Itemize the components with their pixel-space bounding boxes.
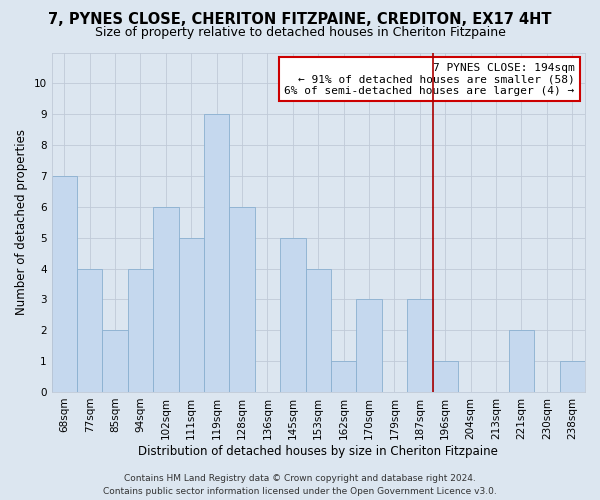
Bar — [331, 361, 356, 392]
Bar — [52, 176, 77, 392]
X-axis label: Distribution of detached houses by size in Cheriton Fitzpaine: Distribution of detached houses by size … — [139, 444, 498, 458]
Bar — [305, 268, 331, 392]
Y-axis label: Number of detached properties: Number of detached properties — [15, 129, 28, 315]
Text: Contains HM Land Registry data © Crown copyright and database right 2024.
Contai: Contains HM Land Registry data © Crown c… — [103, 474, 497, 496]
Bar — [103, 330, 128, 392]
Bar — [433, 361, 458, 392]
Bar — [560, 361, 585, 392]
Bar — [407, 300, 433, 392]
Text: 7 PYNES CLOSE: 194sqm
← 91% of detached houses are smaller (58)
6% of semi-detac: 7 PYNES CLOSE: 194sqm ← 91% of detached … — [284, 62, 574, 96]
Bar — [280, 238, 305, 392]
Bar — [77, 268, 103, 392]
Text: 7, PYNES CLOSE, CHERITON FITZPAINE, CREDITON, EX17 4HT: 7, PYNES CLOSE, CHERITON FITZPAINE, CRED… — [48, 12, 552, 28]
Bar — [356, 300, 382, 392]
Bar — [509, 330, 534, 392]
Bar — [128, 268, 153, 392]
Bar — [229, 207, 255, 392]
Text: Size of property relative to detached houses in Cheriton Fitzpaine: Size of property relative to detached ho… — [95, 26, 505, 39]
Bar — [179, 238, 204, 392]
Bar — [204, 114, 229, 392]
Bar — [153, 207, 179, 392]
